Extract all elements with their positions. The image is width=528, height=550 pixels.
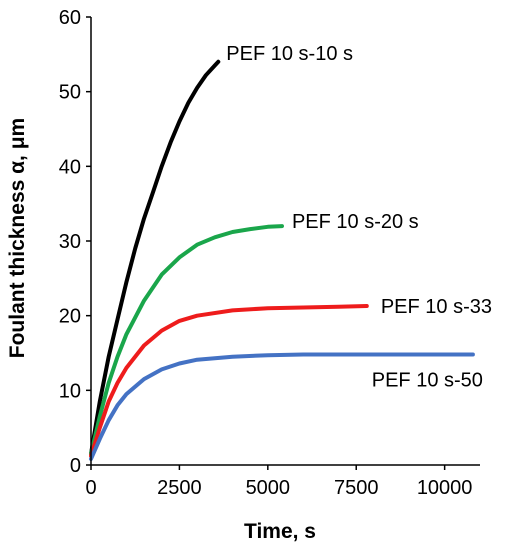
y-tick-label: 50 [59,82,81,104]
series-label: PEF 10 s-50 [372,369,483,391]
y-axis-title-group: Foulant thickness α, μm [6,118,29,358]
series-label: PEF 10 s-33 [381,296,492,318]
series-line [89,224,284,456]
series-labels-layer: PEF 10 s-10 s PEF 10 s-20 s PEF 10 s-33 PEF… [226,43,492,392]
series-label: PEF 10 s-10 s [226,43,353,65]
x-axis-title: Time, s [244,520,316,543]
x-tick-label: 10000 [417,477,473,499]
y-tick-label: 30 [59,231,81,253]
ticks-layer: 0 10 20 30 40 50 60 0 2500 5000 7500 10000 [59,7,473,499]
series-line [89,59,221,456]
series-line [89,304,369,458]
series-line [89,352,475,461]
y-axis-title: Foulant thickness α, μm [6,118,29,358]
x-tick-label: 0 [85,477,96,499]
series-label: PEF 10 s-20 s [292,211,419,233]
y-tick-label: 60 [59,7,81,29]
y-tick-label: 0 [70,455,81,477]
series-layer [89,59,475,461]
x-tick-label: 7500 [334,477,379,499]
x-tick-label: 5000 [246,477,291,499]
y-tick-label: 10 [59,380,81,402]
y-tick-label: 20 [59,306,81,328]
x-tick-label: 2500 [157,477,202,499]
y-tick-label: 40 [59,156,81,178]
